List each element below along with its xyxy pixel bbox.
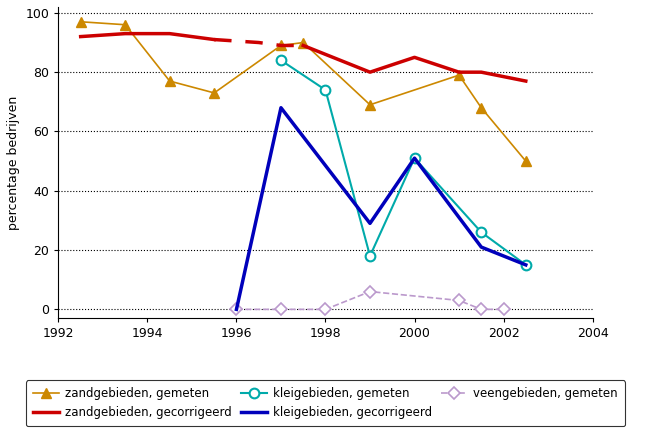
Y-axis label: percentage bedrijven: percentage bedrijven [7,95,20,230]
Legend: zandgebieden, gemeten, zandgebieden, gecorrigeerd, kleigebieden, gemeten, kleige: zandgebieden, gemeten, zandgebieden, gec… [26,380,625,426]
